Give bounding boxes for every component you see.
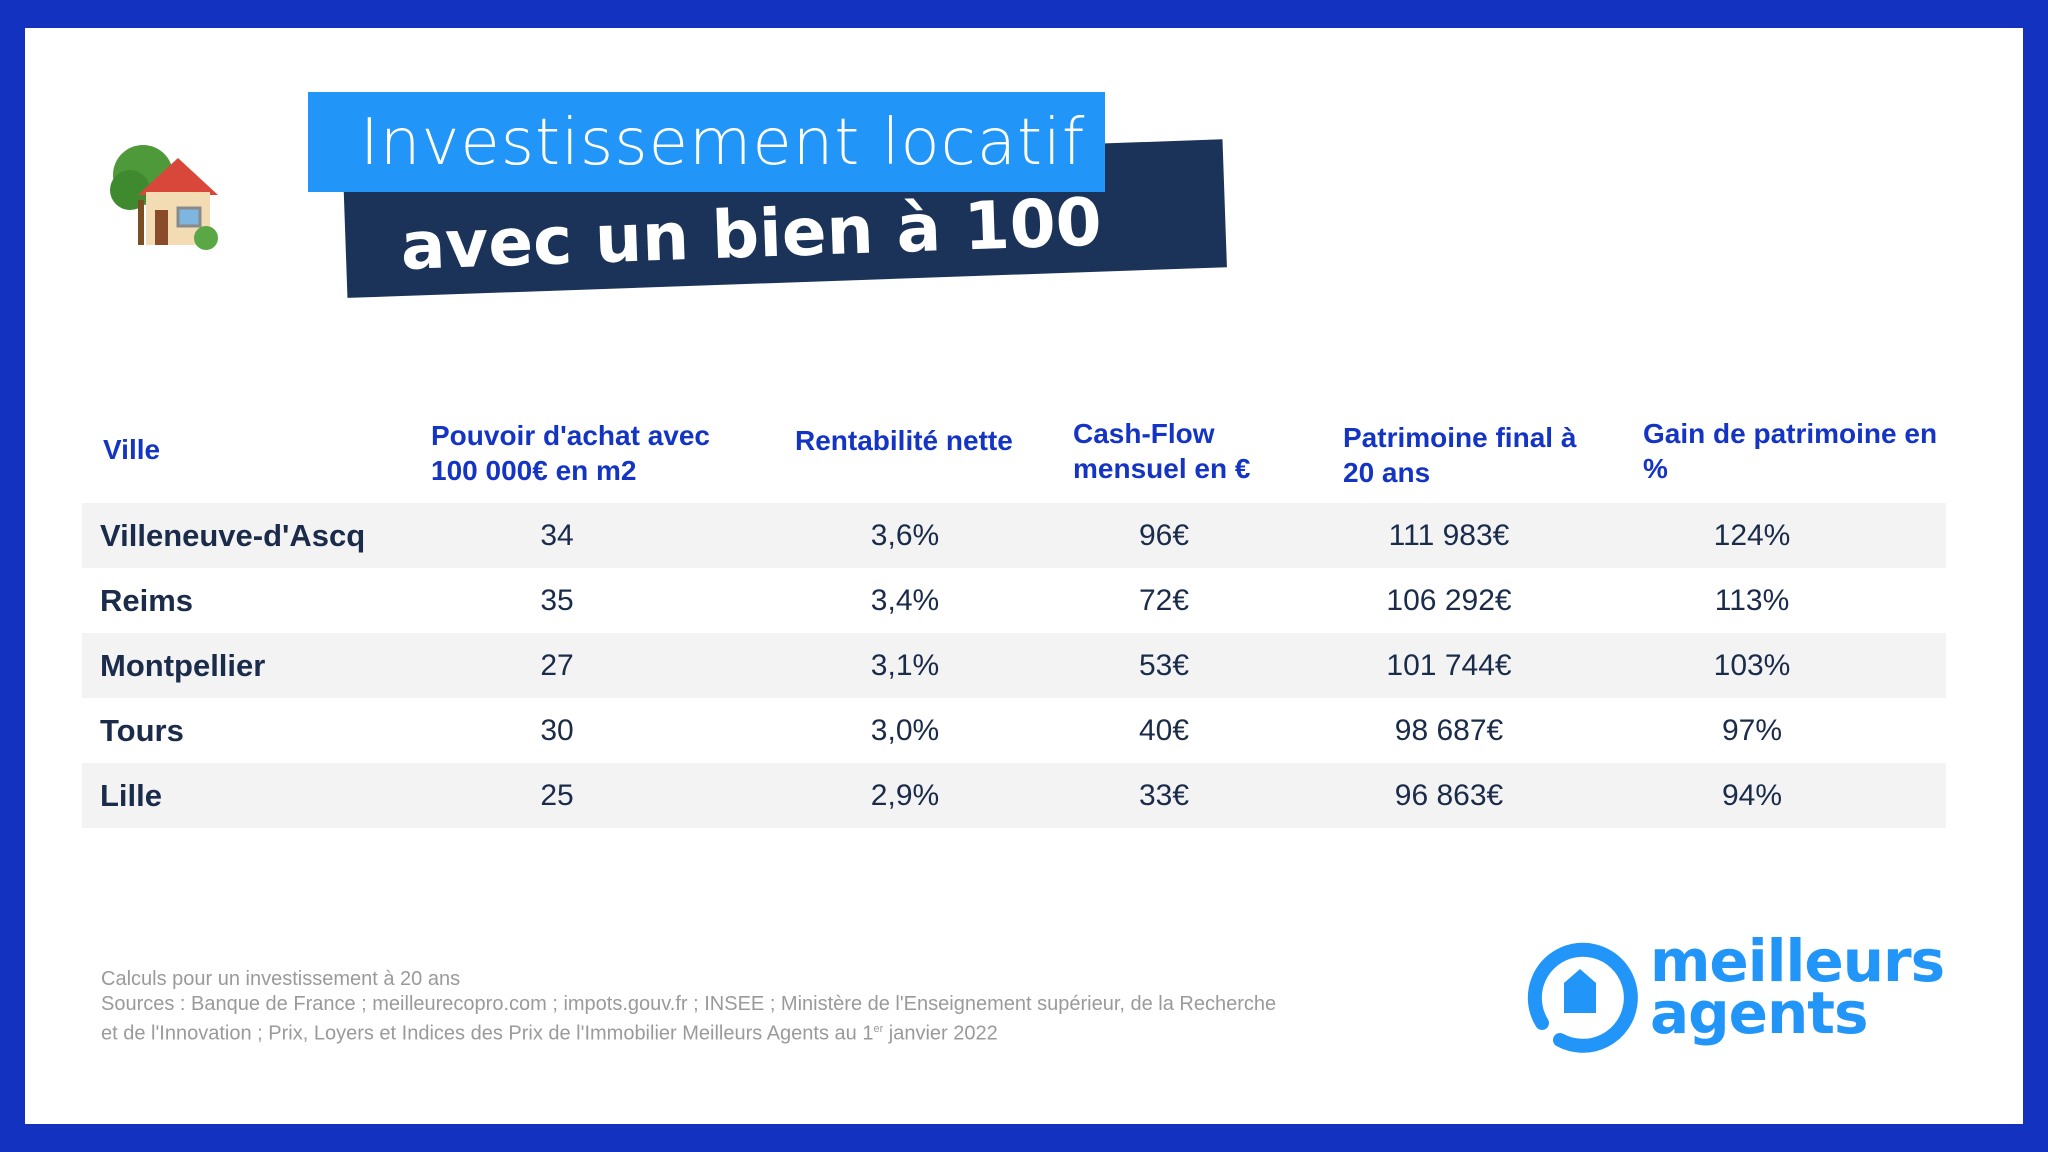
table-cell: 101 744€ bbox=[1386, 649, 1512, 682]
logo-house-ring-icon bbox=[1527, 942, 1638, 1053]
page-subtitle: avec un bien à 100 000€ bbox=[399, 183, 1103, 362]
table-cell: 96 863€ bbox=[1394, 779, 1504, 812]
table-row: Lille 25 2,9% 33€ 96 863€ 94% bbox=[82, 763, 1946, 828]
footnote-date: janvier 2022 bbox=[883, 1022, 998, 1045]
column-header-patrimoine: Patrimoine final à 20 ans bbox=[1343, 422, 1577, 488]
table-cell: 27 bbox=[540, 649, 574, 682]
table-cell: 33€ bbox=[1138, 779, 1190, 812]
table-row: Tours 30 3,0% 40€ 98 687€ 97% bbox=[82, 698, 1946, 763]
table-cell: 34 bbox=[540, 519, 574, 552]
city-name: Tours bbox=[100, 713, 184, 748]
table-row: Villeneuve-d'Ascq 34 3,6% 96€ 111 983€ 124% bbox=[82, 503, 1946, 568]
table-cell: 40€ bbox=[1138, 714, 1190, 747]
city-name: Reims bbox=[100, 583, 194, 618]
table-cell: 25 bbox=[540, 779, 574, 812]
table-cell: 3,6% bbox=[870, 519, 940, 552]
column-header-cash-flow: Cash-Flow mensuel en € bbox=[1073, 418, 1251, 484]
table-cell: 103% bbox=[1713, 649, 1791, 682]
page-title: Investissement locatif bbox=[360, 106, 1086, 180]
footnote-sources-cont: et de l'Innovation ; Prix, Loyers et Ind… bbox=[101, 1017, 1276, 1047]
table-cell: 53€ bbox=[1138, 649, 1190, 682]
city-name: Montpellier bbox=[100, 648, 266, 683]
table-cell: 106 292€ bbox=[1386, 584, 1512, 617]
table-cell: 98 687€ bbox=[1394, 714, 1504, 747]
table-cell: 3,1% bbox=[870, 649, 940, 682]
table-cell: 97% bbox=[1721, 714, 1783, 747]
table-cell: 3,0% bbox=[870, 714, 940, 747]
column-header-gain: Gain de patrimoine en % bbox=[1643, 418, 1938, 484]
logo-text-line1: meilleurs bbox=[1650, 927, 1945, 995]
footnote: Calculs pour un investissement à 20 ans … bbox=[101, 967, 1276, 1047]
footnote-sup: er bbox=[873, 1023, 884, 1035]
footnote-calc: Calculs pour un investissement à 20 ans bbox=[101, 968, 461, 990]
table-cell: 96€ bbox=[1138, 519, 1190, 552]
footnote-sources: Sources : Banque de France ; meilleureco… bbox=[101, 993, 1277, 1015]
logo-text-line2: agents bbox=[1650, 979, 1869, 1047]
column-header-rentabilite: Rentabilité nette bbox=[795, 425, 1013, 456]
table-cell: 35 bbox=[540, 584, 574, 617]
city-name: Lille bbox=[100, 778, 163, 813]
column-header-ville: Ville bbox=[103, 434, 161, 465]
table-cell: 111 983€ bbox=[1388, 519, 1510, 552]
footnote-text: et de l'Innovation ; Prix, Loyers et Ind… bbox=[101, 1022, 874, 1045]
table-cell: 94% bbox=[1721, 779, 1783, 812]
table-cell: 3,4% bbox=[870, 584, 940, 617]
column-header-pouvoir-achat: Pouvoir d'achat avec 100 000€ en m2 bbox=[431, 420, 710, 486]
table-cell: 30 bbox=[540, 714, 574, 747]
city-name: Villeneuve-d'Ascq bbox=[100, 518, 366, 553]
title-banner: Investissement locatif bbox=[308, 92, 1105, 192]
table-row: Montpellier 27 3,1% 53€ 101 744€ 103% bbox=[82, 633, 1946, 698]
table-cell: 72€ bbox=[1138, 584, 1190, 617]
table-row: Reims 35 3,4% 72€ 106 292€ 113% bbox=[82, 568, 1946, 633]
house-with-garden-icon bbox=[110, 145, 218, 250]
table-cell: 2,9% bbox=[870, 779, 940, 812]
meilleurs-agents-logo: meilleurs agents bbox=[1520, 932, 1945, 1055]
table-cell: 113% bbox=[1714, 584, 1790, 617]
table-cell: 124% bbox=[1713, 519, 1791, 552]
